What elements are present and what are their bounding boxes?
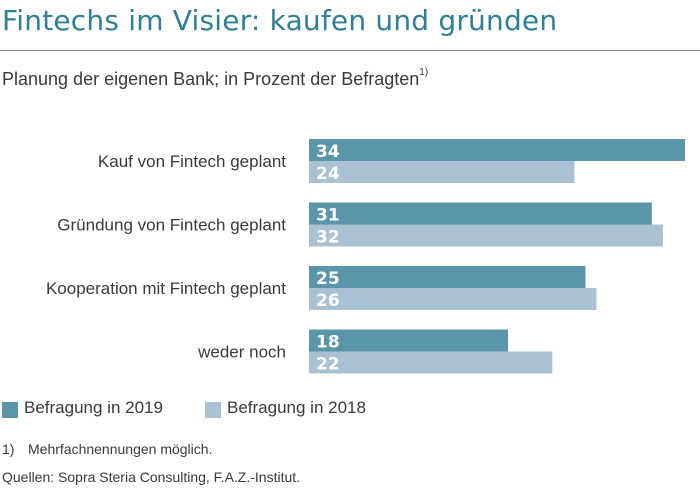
- bar-weder-noch-befragung-in-2019: [309, 329, 509, 352]
- subtitle-footnote-marker: 1): [419, 67, 429, 78]
- legend-label-2018: Befragung in 2018: [227, 398, 366, 417]
- value-label-weder-noch-befragung-in-2018: 22: [316, 355, 340, 375]
- bar-kauf-von-fintech-geplant-befragung-in-2019: [309, 139, 685, 161]
- value-label-kooperation-mit-fintech-geplant-befragung-in-2019: 25: [316, 269, 340, 289]
- value-label-kauf-von-fintech-geplant-befragung-in-2018: 24: [316, 164, 340, 184]
- footnote: 1) Mehrfachnennungen möglich.: [2, 441, 212, 457]
- value-label-weder-noch-befragung-in-2019: 18: [316, 333, 340, 353]
- category-label-kauf-von-fintech-geplant: Kauf von Fintech geplant: [98, 152, 286, 171]
- bar-kooperation-mit-fintech-geplant-befragung-in-2019: [309, 266, 586, 288]
- bar-kooperation-mit-fintech-geplant-befragung-in-2018: [309, 288, 597, 310]
- chart-subtitle: Planung der eigenen Bank; in Prozent der…: [2, 67, 429, 90]
- chart-title: Fintechs im Visier: kaufen und gründen: [2, 4, 558, 37]
- title-divider: [0, 50, 700, 51]
- subtitle-text: Planung der eigenen Bank; in Prozent der…: [2, 69, 420, 89]
- legend-swatch-2018: [205, 402, 221, 418]
- value-label-kauf-von-fintech-geplant-befragung-in-2019: 34: [316, 142, 340, 162]
- bar-gründung-von-fintech-geplant-befragung-in-2018: [309, 224, 663, 247]
- footnote-marker: 1): [2, 441, 15, 457]
- legend-swatch-2019: [2, 402, 18, 418]
- source-line: Quellen: Sopra Steria Consulting, F.A.Z.…: [2, 469, 301, 485]
- category-label-gründung-von-fintech-geplant: Gründung von Fintech geplant: [57, 216, 286, 235]
- category-label-kooperation-mit-fintech-geplant: Kooperation mit Fintech geplant: [46, 279, 286, 298]
- category-label-weder-noch: weder noch: [197, 343, 286, 362]
- footnote-text: Mehrfachnennungen möglich.: [28, 441, 213, 457]
- bar-gründung-von-fintech-geplant-befragung-in-2019: [309, 202, 652, 225]
- value-label-gründung-von-fintech-geplant-befragung-in-2019: 31: [316, 206, 340, 226]
- bar-weder-noch-befragung-in-2018: [309, 351, 553, 374]
- value-label-gründung-von-fintech-geplant-befragung-in-2018: 32: [316, 228, 340, 248]
- value-label-kooperation-mit-fintech-geplant-befragung-in-2018: 26: [316, 291, 340, 311]
- legend-label-2019: Befragung in 2019: [24, 398, 163, 417]
- bar-kauf-von-fintech-geplant-befragung-in-2018: [309, 161, 575, 183]
